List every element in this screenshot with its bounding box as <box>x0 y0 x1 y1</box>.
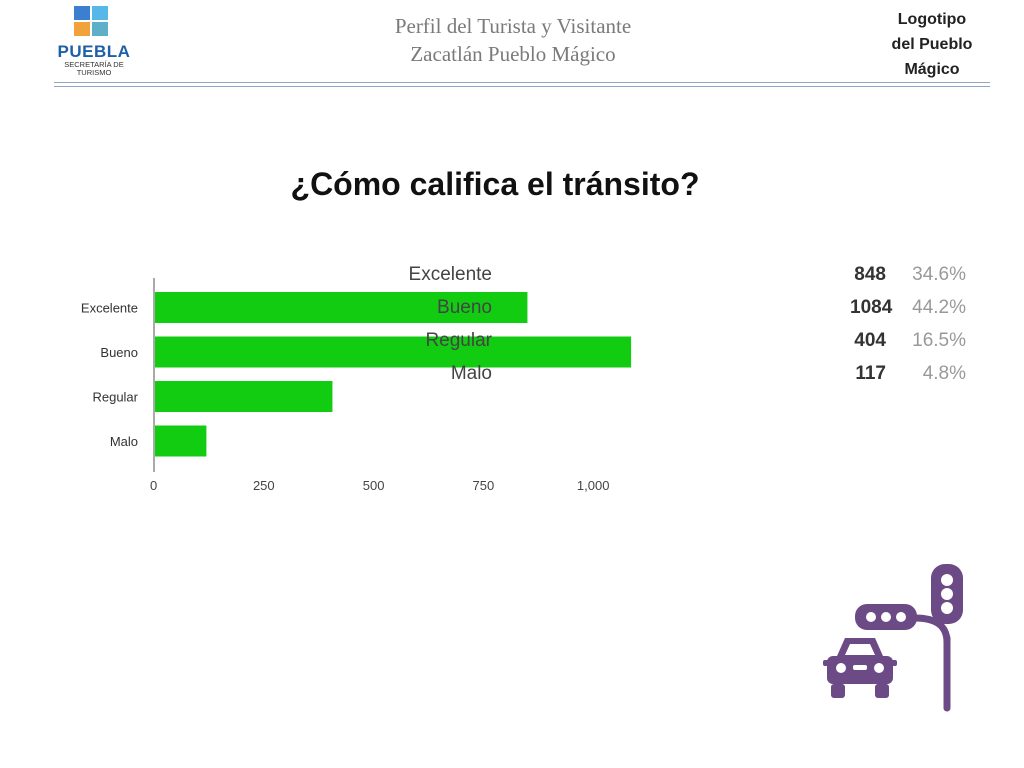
note-line2: del Pueblo <box>891 36 973 53</box>
header-title-line2: Zacatlán Pueblo Mágico <box>410 42 616 66</box>
summary-percent: 4.8% <box>922 363 966 384</box>
puebla-logo-emblem <box>74 6 108 36</box>
category-label: Bueno <box>100 345 138 360</box>
bar-chart: Excelente Bueno Regular Malo 0 250 500 750 1,000 <box>81 278 632 493</box>
summary-label: Bueno <box>437 297 492 318</box>
category-label: Regular <box>92 390 138 405</box>
puebla-logo: PUEBLA SECRETARÍA DE TURISMO <box>54 4 134 80</box>
summary-percent: 16.5% <box>912 330 966 351</box>
bar <box>155 292 528 323</box>
summary-percent: 44.2% <box>912 297 966 318</box>
logo-placeholder-note: Logotipo del Pueblo Mágico <box>876 7 988 82</box>
summary-label: Regular <box>425 330 492 351</box>
summary-count: 404 <box>854 330 886 351</box>
summary-percent: 34.6% <box>912 264 966 285</box>
x-tick-label: 0 <box>150 478 157 493</box>
summary-count: 1084 <box>850 297 893 318</box>
summary-label: Excelente <box>408 264 492 285</box>
x-tick-label: 1,000 <box>577 478 610 493</box>
bar <box>155 336 632 368</box>
traffic-light-car-icon <box>823 564 963 712</box>
header-divider-bottom <box>54 86 990 87</box>
x-tick-label: 500 <box>363 478 385 493</box>
summary-count: 848 <box>854 264 886 285</box>
logo-sub-line2: TURISMO <box>76 68 112 77</box>
category-label: Excelente <box>81 301 138 316</box>
summary-label: Malo <box>450 363 492 384</box>
bar <box>155 425 207 457</box>
header-title: Perfil del Turista y Visitante Zacatlán … <box>330 12 696 68</box>
note-line3: Mágico <box>904 61 960 78</box>
header-title-line1: Perfil del Turista y Visitante <box>394 14 632 38</box>
x-tick-label: 250 <box>253 478 275 493</box>
header-divider-top <box>54 82 990 83</box>
summary-count: 117 <box>855 363 886 384</box>
category-label: Malo <box>110 434 138 449</box>
logo-main-text: PUEBLA <box>57 42 131 61</box>
question-title: ¿Cómo califica el tránsito? <box>290 166 700 202</box>
logo-sub-text: SECRETARÍA DE TURISMO <box>54 61 134 77</box>
x-tick-label: 750 <box>473 478 495 493</box>
note-line1: Logotipo <box>897 11 967 28</box>
bar <box>155 381 333 412</box>
logo-sub-line1: SECRETARÍA DE <box>64 60 124 69</box>
